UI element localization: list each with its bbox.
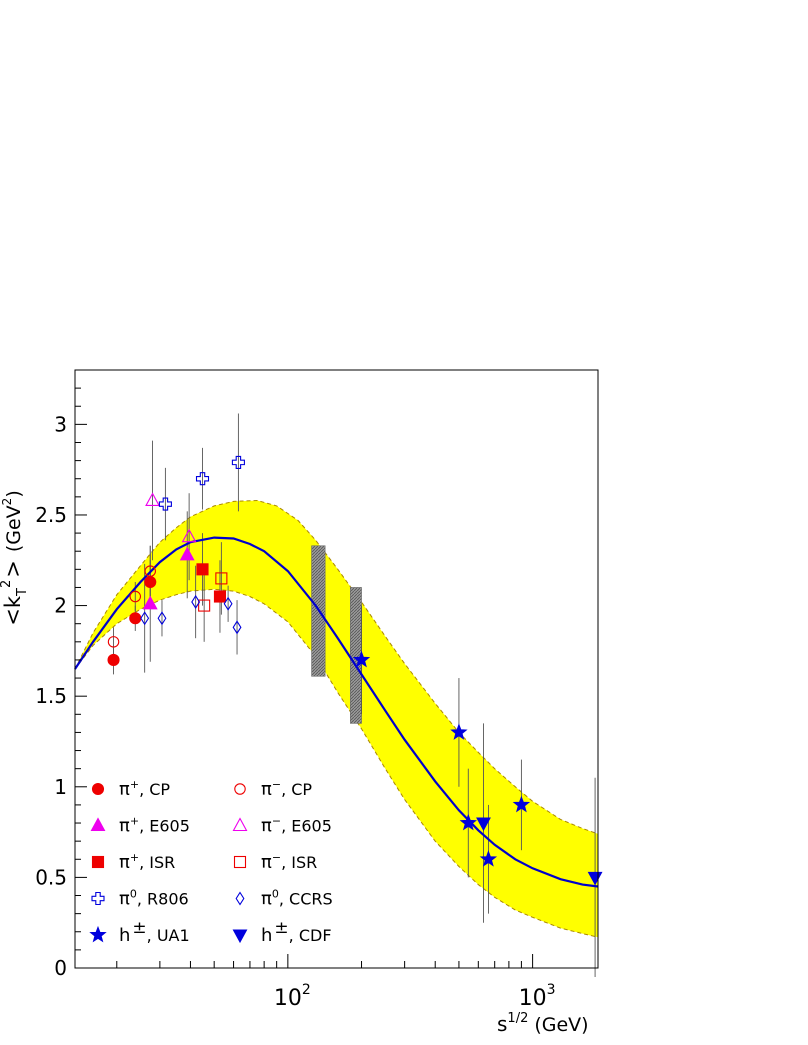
legend-item: π−, ISR [233,851,317,873]
data-point [196,563,209,576]
data-point [476,817,491,832]
data-point [352,650,371,668]
legend-label: π+, CP [119,778,170,800]
legend-marker [91,855,105,869]
x-tick-label: 102 [274,982,311,1011]
data-point [144,575,157,589]
y-tick-label: 1.5 [35,684,67,708]
legend-marker [89,925,107,943]
legend-label: π−, E605 [261,815,332,837]
legend-item: π0, R806 [91,888,189,910]
legend-label: π−, CP [261,778,312,800]
y-tick-label: 2.5 [35,503,67,527]
data-point [450,723,468,740]
x-tick-label: 103 [519,982,556,1011]
axis-ticks: 0 0.5 1 1.5 2 2.5 3 102 103 [35,369,556,1011]
y-tick-label: 0.5 [35,865,67,889]
data-point [459,813,477,831]
fit-curve-group [74,536,599,888]
legend-label: π0, R806 [119,888,189,910]
data-point [157,611,167,626]
data-point [231,455,245,469]
plot-border [74,369,599,969]
data-point [232,620,242,635]
legend-item: π+, ISR [91,851,175,873]
legend-item: π−, CP [234,778,312,800]
y-axis-title: <kT2>(GeV2) [0,490,30,626]
legend-item: π−, E605 [232,815,332,837]
legend-label: h ±, UA1 [119,918,190,946]
legend: π+, CP π−, CP π+, E605 π−, E605 π+, ISR π−, I… [89,778,333,946]
y-tick-label: 0 [54,956,67,980]
legend-marker [90,817,106,832]
legend-marker [232,817,248,832]
data-point [129,590,142,603]
band-upper-edge [74,499,599,835]
data-point [213,590,227,603]
data-point [129,612,142,625]
legend-marker [232,929,248,944]
legend-label: π−, ISR [261,851,317,873]
y-tick-label: 1 [54,775,67,799]
uncertainty-band [74,499,599,938]
data-point [223,596,233,611]
data-point [144,565,156,577]
data-point [107,636,120,648]
data-point [145,492,160,507]
data-point [198,599,211,612]
legend-item: h ±, CDF [232,918,332,946]
data-point [479,850,498,867]
plot-frame [74,369,599,969]
legend-marker [234,783,246,795]
legend-marker [233,855,247,869]
band-lower-edge [74,588,599,938]
data-point [512,795,531,813]
data-point [191,594,201,609]
data-point [181,528,197,543]
data-point [215,572,228,585]
legend-label: π0, CCRS [261,888,333,910]
legend-item: h ±, UA1 [89,918,190,946]
legend-marker [91,782,105,796]
legend-label: π+, ISR [119,851,175,873]
data-point [140,611,150,626]
data-point [142,595,158,610]
legend-item: π+, E605 [90,815,190,837]
data-point [107,653,120,666]
legend-marker [91,891,105,906]
y-tick-label: 3 [54,412,67,436]
data-point [158,497,172,511]
y-tick-label: 2 [54,594,67,618]
legend-item: π0, CCRS [235,888,333,910]
legend-item: π+, CP [91,778,170,800]
fit-curve [74,536,599,888]
legend-label: h ±, CDF [261,918,332,946]
data-markers [107,455,603,886]
band-fill [75,500,598,938]
legend-label: π+, E605 [119,815,190,837]
legend-marker [235,891,245,906]
x-axis-title: s1/2 (GeV) [497,1011,589,1036]
data-point [179,546,195,561]
data-point [195,472,210,486]
